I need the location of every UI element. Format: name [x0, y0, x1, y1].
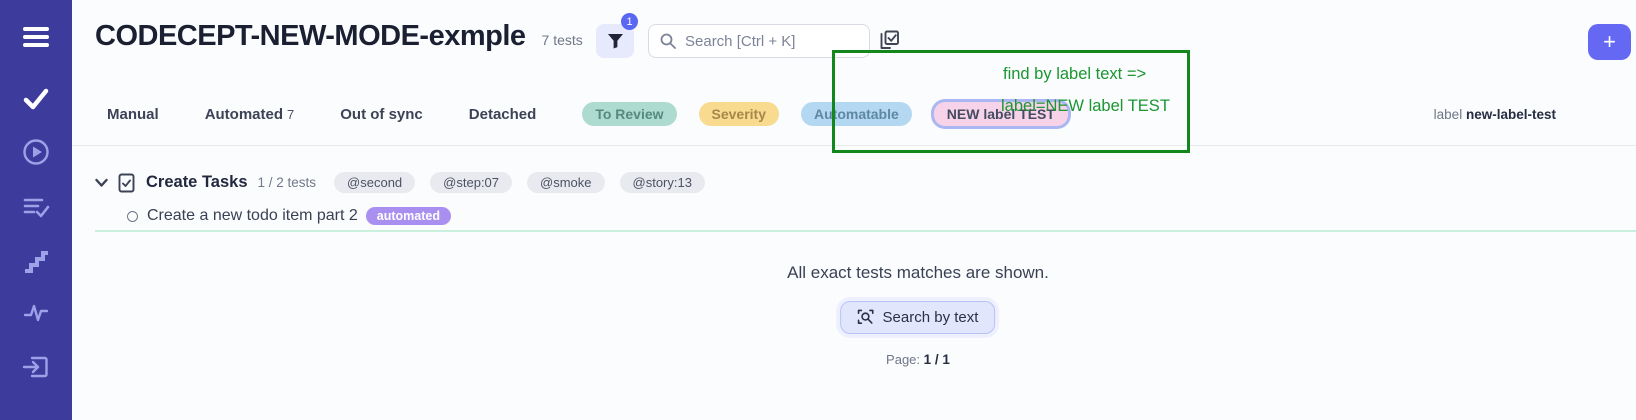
tag-smoke[interactable]: @smoke	[527, 172, 605, 193]
run-play-icon[interactable]	[22, 138, 50, 171]
tests-count: 7 tests	[541, 32, 583, 48]
funnel-icon	[607, 33, 623, 49]
search-input[interactable]	[648, 24, 870, 58]
chevron-down-icon[interactable]	[95, 178, 108, 188]
page-indicator: Page: 1 / 1	[886, 352, 950, 367]
add-test-button[interactable]: +	[1588, 24, 1631, 60]
pill-automatable[interactable]: Automatable	[801, 102, 912, 126]
steps-icon[interactable]	[23, 248, 49, 279]
tab-detached[interactable]: Detached	[468, 105, 537, 123]
pill-severity[interactable]: Severity	[698, 102, 779, 126]
search-box	[648, 24, 870, 58]
tab-manual[interactable]: Manual	[107, 105, 159, 123]
matches-message: All exact tests matches are shown.	[787, 263, 1049, 282]
automated-count: 7	[287, 106, 295, 122]
search-by-text-label: Search by text	[882, 309, 979, 326]
suite-test-count: 1 / 2 tests	[257, 175, 317, 190]
select-all-checkbox-icon	[880, 30, 899, 49]
select-tests-button[interactable]	[877, 29, 901, 53]
menu-icon[interactable]	[22, 25, 50, 54]
header-title-row: CODECEPT-NEW-MODE-exmple 7 tests	[95, 20, 583, 53]
suite-document-icon	[118, 173, 135, 193]
test-row[interactable]: Create a new todo item part 2 automated	[127, 207, 451, 225]
suite-title[interactable]: Create Tasks	[146, 173, 248, 191]
label-filter-value: new-label-test	[1465, 107, 1556, 122]
automated-badge: automated	[365, 207, 451, 225]
active-label-filter: label new-label-test	[1434, 107, 1556, 122]
sidebar	[0, 0, 72, 420]
analytics-pulse-icon[interactable]	[22, 302, 50, 329]
pill-to-review[interactable]: To Review	[582, 102, 677, 126]
search-icon	[660, 33, 676, 49]
tag-story-13[interactable]: @story:13	[619, 172, 705, 193]
tag-step-07[interactable]: @step:07	[430, 172, 513, 193]
page-value: 1 / 1	[923, 352, 950, 367]
tag-second[interactable]: @second	[334, 172, 416, 193]
tests-check-icon[interactable]	[22, 87, 50, 116]
filter-tabs-row: Manual Automated 7 Out of sync Detached T…	[107, 102, 1090, 126]
annotation-text-line1: find by label text =>	[1003, 65, 1147, 83]
page-label: Page:	[886, 352, 921, 367]
empty-state: All exact tests matches are shown. Searc…	[787, 263, 1049, 367]
tab-out-of-sync[interactable]: Out of sync	[340, 105, 423, 123]
test-row-underline	[95, 230, 1636, 232]
filter-button[interactable]	[596, 24, 634, 58]
pill-new-label-test[interactable]: NEW label TEST	[933, 102, 1068, 126]
page-title: CODECEPT-NEW-MODE-exmple	[95, 20, 526, 52]
test-name[interactable]: Create a new todo item part 2	[147, 207, 358, 224]
search-by-text-button[interactable]: Search by text	[840, 301, 996, 334]
text-search-icon	[858, 309, 874, 324]
header-divider	[72, 145, 1636, 146]
label-filter-key: label	[1433, 107, 1463, 122]
test-status-circle-icon	[127, 210, 138, 222]
test-plans-icon[interactable]	[22, 196, 50, 225]
filter-count-badge: 1	[621, 13, 638, 30]
import-icon[interactable]	[22, 353, 50, 386]
tab-automated[interactable]: Automated 7	[204, 105, 295, 123]
suite-row: Create Tasks 1 / 2 tests @second @step:0…	[95, 172, 720, 193]
